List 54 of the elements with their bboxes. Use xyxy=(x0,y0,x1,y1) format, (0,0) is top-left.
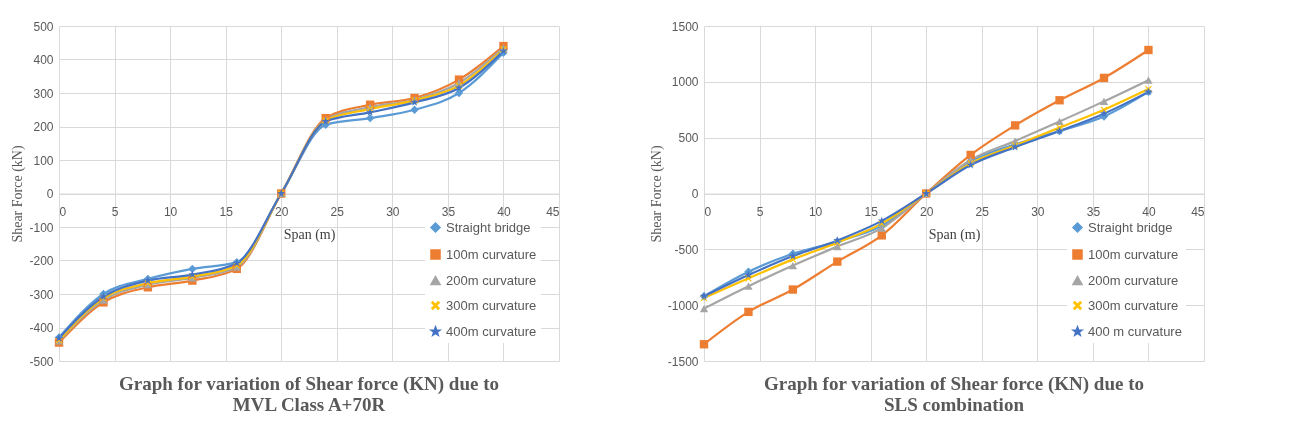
y-tick-label: 500 xyxy=(678,131,699,146)
x-tick-label: 30 xyxy=(386,205,400,219)
x-tick-label: 0 xyxy=(704,205,712,219)
x-axis-title: Span (m) xyxy=(928,227,981,243)
y-tick-label: 0 xyxy=(691,187,699,201)
x-tick-label: 35 xyxy=(441,205,456,219)
x-tick-label: 45 xyxy=(1191,205,1205,219)
x-tick-label: 40 xyxy=(1142,205,1156,219)
y-tick-label: -300 xyxy=(29,287,54,302)
y-tick-label: 500 xyxy=(33,19,54,34)
x-tick-label: 40 xyxy=(497,205,511,219)
x-tick-label: 5 xyxy=(111,205,119,219)
y-axis-title: Shear Force (kN) xyxy=(10,145,27,243)
legend-label: Straight bridge xyxy=(446,219,531,235)
y-tick-label: 400 xyxy=(33,53,54,67)
legend-label: 100m curvature xyxy=(446,246,537,262)
x-tick-label: 25 xyxy=(330,205,345,219)
legend-label: 300m curvature xyxy=(446,297,537,313)
x-tick-label: 10 xyxy=(808,205,823,219)
x-tick-label: 20 xyxy=(275,205,289,219)
text: Graph for variation of Shear force (KN) due to MVL Class A+70R xyxy=(119,373,499,415)
y-tick-label: -400 xyxy=(29,321,54,335)
y-tick-label: -200 xyxy=(29,254,54,268)
legend-label: 300m curvature xyxy=(1088,297,1179,313)
x-tick-label: 45 xyxy=(546,205,560,219)
y-tick-label: -1000 xyxy=(667,298,699,313)
x-axis-title: Span (m) xyxy=(283,227,336,243)
y-axis-title: Shear Force (kN) xyxy=(648,145,665,243)
y-tick-label: 1500 xyxy=(671,19,699,34)
x-tick-label: 0 xyxy=(59,205,67,219)
x-tick-label: 5 xyxy=(756,205,764,219)
y-tick-label: 300 xyxy=(33,86,54,101)
legend-label: 200m curvature xyxy=(446,272,537,288)
x-tick-label: 15 xyxy=(864,205,879,219)
y-tick-label: 1000 xyxy=(671,75,699,90)
legend-label: Straight bridge xyxy=(1088,219,1173,235)
x-tick-label: 30 xyxy=(1031,205,1045,219)
x-tick-label: 35 xyxy=(1086,205,1101,219)
text: Graph for variation of Shear force (KN) due to SLS combination xyxy=(764,373,1144,415)
y-tick-label: -1500 xyxy=(667,354,699,369)
legend-label: 200m curvature xyxy=(1088,272,1179,288)
y-tick-label: 0 xyxy=(46,187,54,201)
y-tick-label: -500 xyxy=(29,354,54,369)
y-tick-label: -500 xyxy=(674,242,699,257)
legend-label: 400 m curvature xyxy=(1088,323,1182,339)
x-tick-label: 20 xyxy=(920,205,934,219)
legend-label: 100m curvature xyxy=(1088,246,1179,262)
y-tick-label: 200 xyxy=(33,120,54,134)
x-tick-label: 15 xyxy=(219,205,234,219)
y-tick-label: -100 xyxy=(29,220,54,235)
y-tick-label: 100 xyxy=(33,153,54,168)
legend-label: 400m curvature xyxy=(446,323,537,339)
x-tick-label: 25 xyxy=(975,205,990,219)
x-tick-label: 10 xyxy=(163,205,178,219)
